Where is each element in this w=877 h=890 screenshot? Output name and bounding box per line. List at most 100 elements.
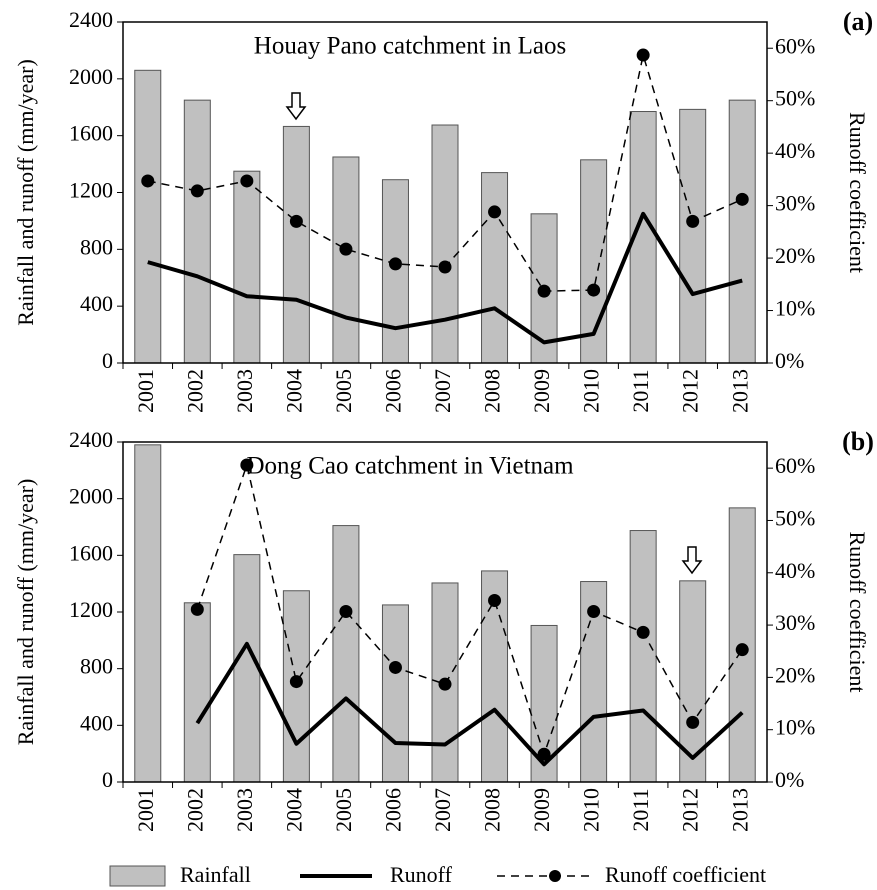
point (488, 205, 502, 219)
line (196, 464, 743, 756)
point (686, 715, 700, 729)
legend-label: Runoff coefficient (605, 862, 766, 887)
x-tick-label: 2010 (579, 788, 604, 832)
bar (282, 125, 310, 364)
y2-tick-label: 50% (775, 86, 815, 111)
x-tick-label: 2009 (529, 369, 554, 413)
legend-swatch (109, 865, 166, 887)
point (636, 48, 650, 62)
x-tick-label: 2005 (331, 788, 356, 832)
chart-title: Dong Cao catchment in Vietnam (246, 453, 574, 480)
point (240, 458, 254, 472)
x-tick-label: 2001 (133, 369, 158, 413)
x-tick-label: 2003 (232, 369, 257, 413)
bar (233, 554, 261, 783)
y-tick-label: 800 (80, 654, 113, 679)
legend-swatch (549, 870, 561, 882)
x-tick-label: 2002 (182, 788, 207, 832)
x-tick-label: 2012 (678, 369, 703, 413)
line (147, 211, 743, 345)
bar (481, 172, 509, 364)
bar (679, 108, 707, 364)
arrow (285, 92, 307, 121)
point (537, 747, 551, 761)
bar (332, 156, 360, 364)
point (289, 214, 303, 228)
y2-tick-label: 50% (775, 506, 815, 531)
y-tick-label: 1600 (69, 540, 113, 565)
point (141, 174, 155, 188)
panel: Houay Pano catchment in Laos (a) Rainfall … (13, 7, 873, 413)
point (587, 283, 601, 297)
x-tick-label: 2007 (430, 369, 455, 413)
point (686, 214, 700, 228)
x-tick-label: 2007 (430, 788, 455, 832)
point (289, 675, 303, 689)
legend-label: Runoff (390, 862, 453, 887)
y-tick-label: 800 (80, 234, 113, 259)
y2-axis-label: Runoff coefficient (845, 112, 870, 273)
x-tick-label: 2010 (579, 369, 604, 413)
y2-tick-label: 40% (775, 558, 815, 583)
x-tick-label: 2003 (232, 788, 257, 832)
legend-label: Rainfall (180, 862, 251, 887)
y-tick-label: 2400 (69, 427, 113, 452)
point (636, 625, 650, 639)
x-tick-label: 2006 (381, 788, 406, 832)
y-tick-label: 2400 (69, 7, 113, 32)
x-tick-label: 2004 (281, 788, 306, 832)
x-tick-label: 2005 (331, 369, 356, 413)
y2-tick-label: 20% (775, 243, 815, 268)
y-tick-label: 2000 (69, 484, 113, 509)
bar (629, 530, 657, 783)
x-tick-label: 2011 (628, 369, 653, 412)
bar (381, 604, 409, 783)
point (190, 602, 204, 616)
bar (183, 99, 211, 364)
chart-title: Houay Pano catchment in Laos (254, 33, 566, 60)
arrow (681, 546, 703, 575)
y2-tick-label: 20% (775, 662, 815, 687)
y2-tick-label: 10% (775, 296, 815, 321)
legend: Rainfall Runoff Runoff coefficient (109, 862, 766, 887)
bar (381, 179, 409, 364)
panel-label: (a) (843, 7, 873, 36)
point (438, 677, 452, 691)
x-tick-label: 2013 (727, 788, 752, 832)
y-tick-label: 0 (102, 767, 113, 792)
panel: Dong Cao catchment in Vietnam (b) Rainfall… (13, 427, 874, 832)
x-tick-label: 2008 (480, 788, 505, 832)
point (388, 257, 402, 271)
bar (134, 69, 162, 364)
y2-tick-label: 0% (775, 767, 804, 792)
y-tick-label: 400 (80, 291, 113, 316)
y2-tick-label: 30% (775, 610, 815, 635)
plot-frame (122, 441, 768, 783)
x-tick-label: 2009 (529, 788, 554, 832)
y2-tick-label: 30% (775, 191, 815, 216)
y2-tick-label: 10% (775, 715, 815, 740)
y-axis-label: Rainfall and runoff (mm/year) (13, 479, 38, 746)
y-tick-label: 1200 (69, 597, 113, 622)
point (190, 184, 204, 198)
point (438, 260, 452, 274)
point (339, 604, 353, 618)
bar (332, 525, 360, 783)
bar (728, 99, 756, 364)
x-tick-label: 2001 (133, 788, 158, 832)
point (537, 284, 551, 298)
line (195, 641, 744, 767)
point (735, 192, 749, 206)
x-tick-label: 2002 (182, 369, 207, 413)
y-tick-label: 2000 (69, 64, 113, 89)
y-tick-label: 1200 (69, 178, 113, 203)
bar (134, 444, 162, 783)
point (339, 242, 353, 256)
point (488, 593, 502, 607)
x-tick-label: 2008 (480, 369, 505, 413)
y2-tick-label: 60% (775, 33, 815, 58)
bar (233, 170, 261, 364)
point (388, 660, 402, 674)
y-tick-label: 0 (102, 348, 113, 373)
